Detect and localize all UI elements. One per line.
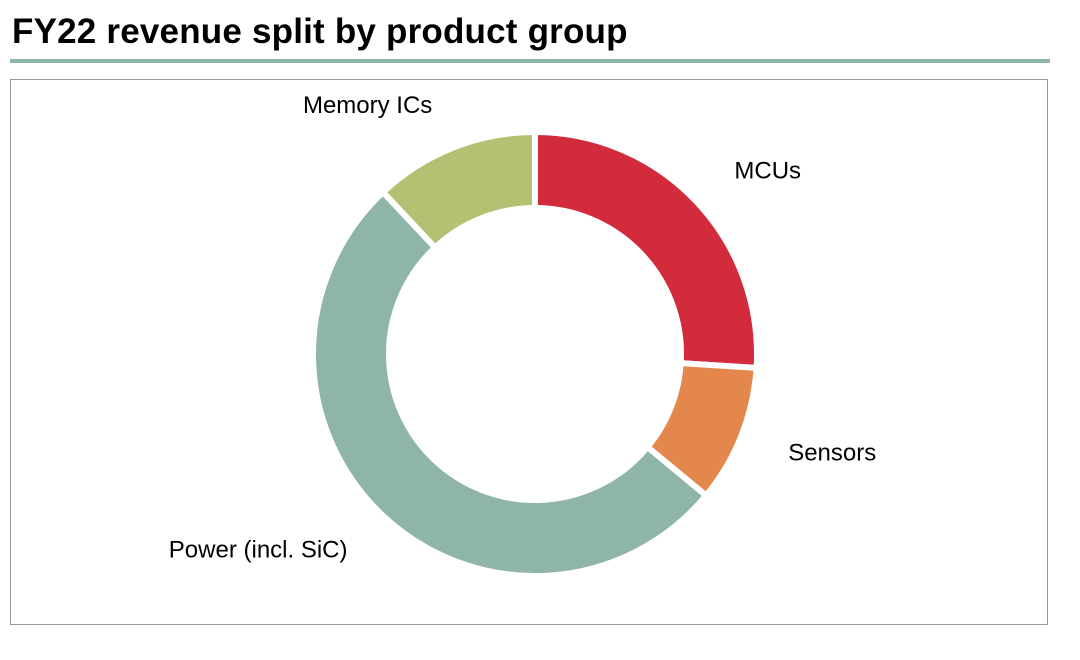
slice-label-power-incl-sic: Power (incl. SiC) bbox=[169, 536, 348, 563]
chart-frame: MCUs Sensors Power (incl. SiC) Memory ICs bbox=[10, 79, 1048, 625]
slice-power-incl-sic bbox=[310, 187, 711, 579]
title-divider bbox=[10, 59, 1050, 63]
donut-chart: MCUs Sensors Power (incl. SiC) Memory ICs bbox=[169, 92, 876, 579]
slice-label-mcus: MCUs bbox=[734, 158, 801, 185]
chart-title: FY22 revenue split by product group bbox=[12, 12, 628, 51]
slice-mcus bbox=[532, 128, 760, 372]
slices-layer bbox=[310, 128, 760, 579]
slice-label-sensors: Sensors bbox=[788, 440, 876, 467]
slice-label-memory-ics: Memory ICs bbox=[303, 92, 432, 119]
labels-layer: MCUs Sensors Power (incl. SiC) Memory ICs bbox=[169, 92, 876, 564]
slice-memory-ics bbox=[378, 128, 538, 252]
